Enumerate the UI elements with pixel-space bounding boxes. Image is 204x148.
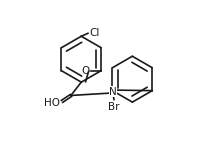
Text: HO: HO xyxy=(44,98,60,108)
Text: Cl: Cl xyxy=(89,28,100,38)
Text: N: N xyxy=(109,87,117,97)
Text: O: O xyxy=(82,66,90,76)
Text: Br: Br xyxy=(108,102,120,112)
